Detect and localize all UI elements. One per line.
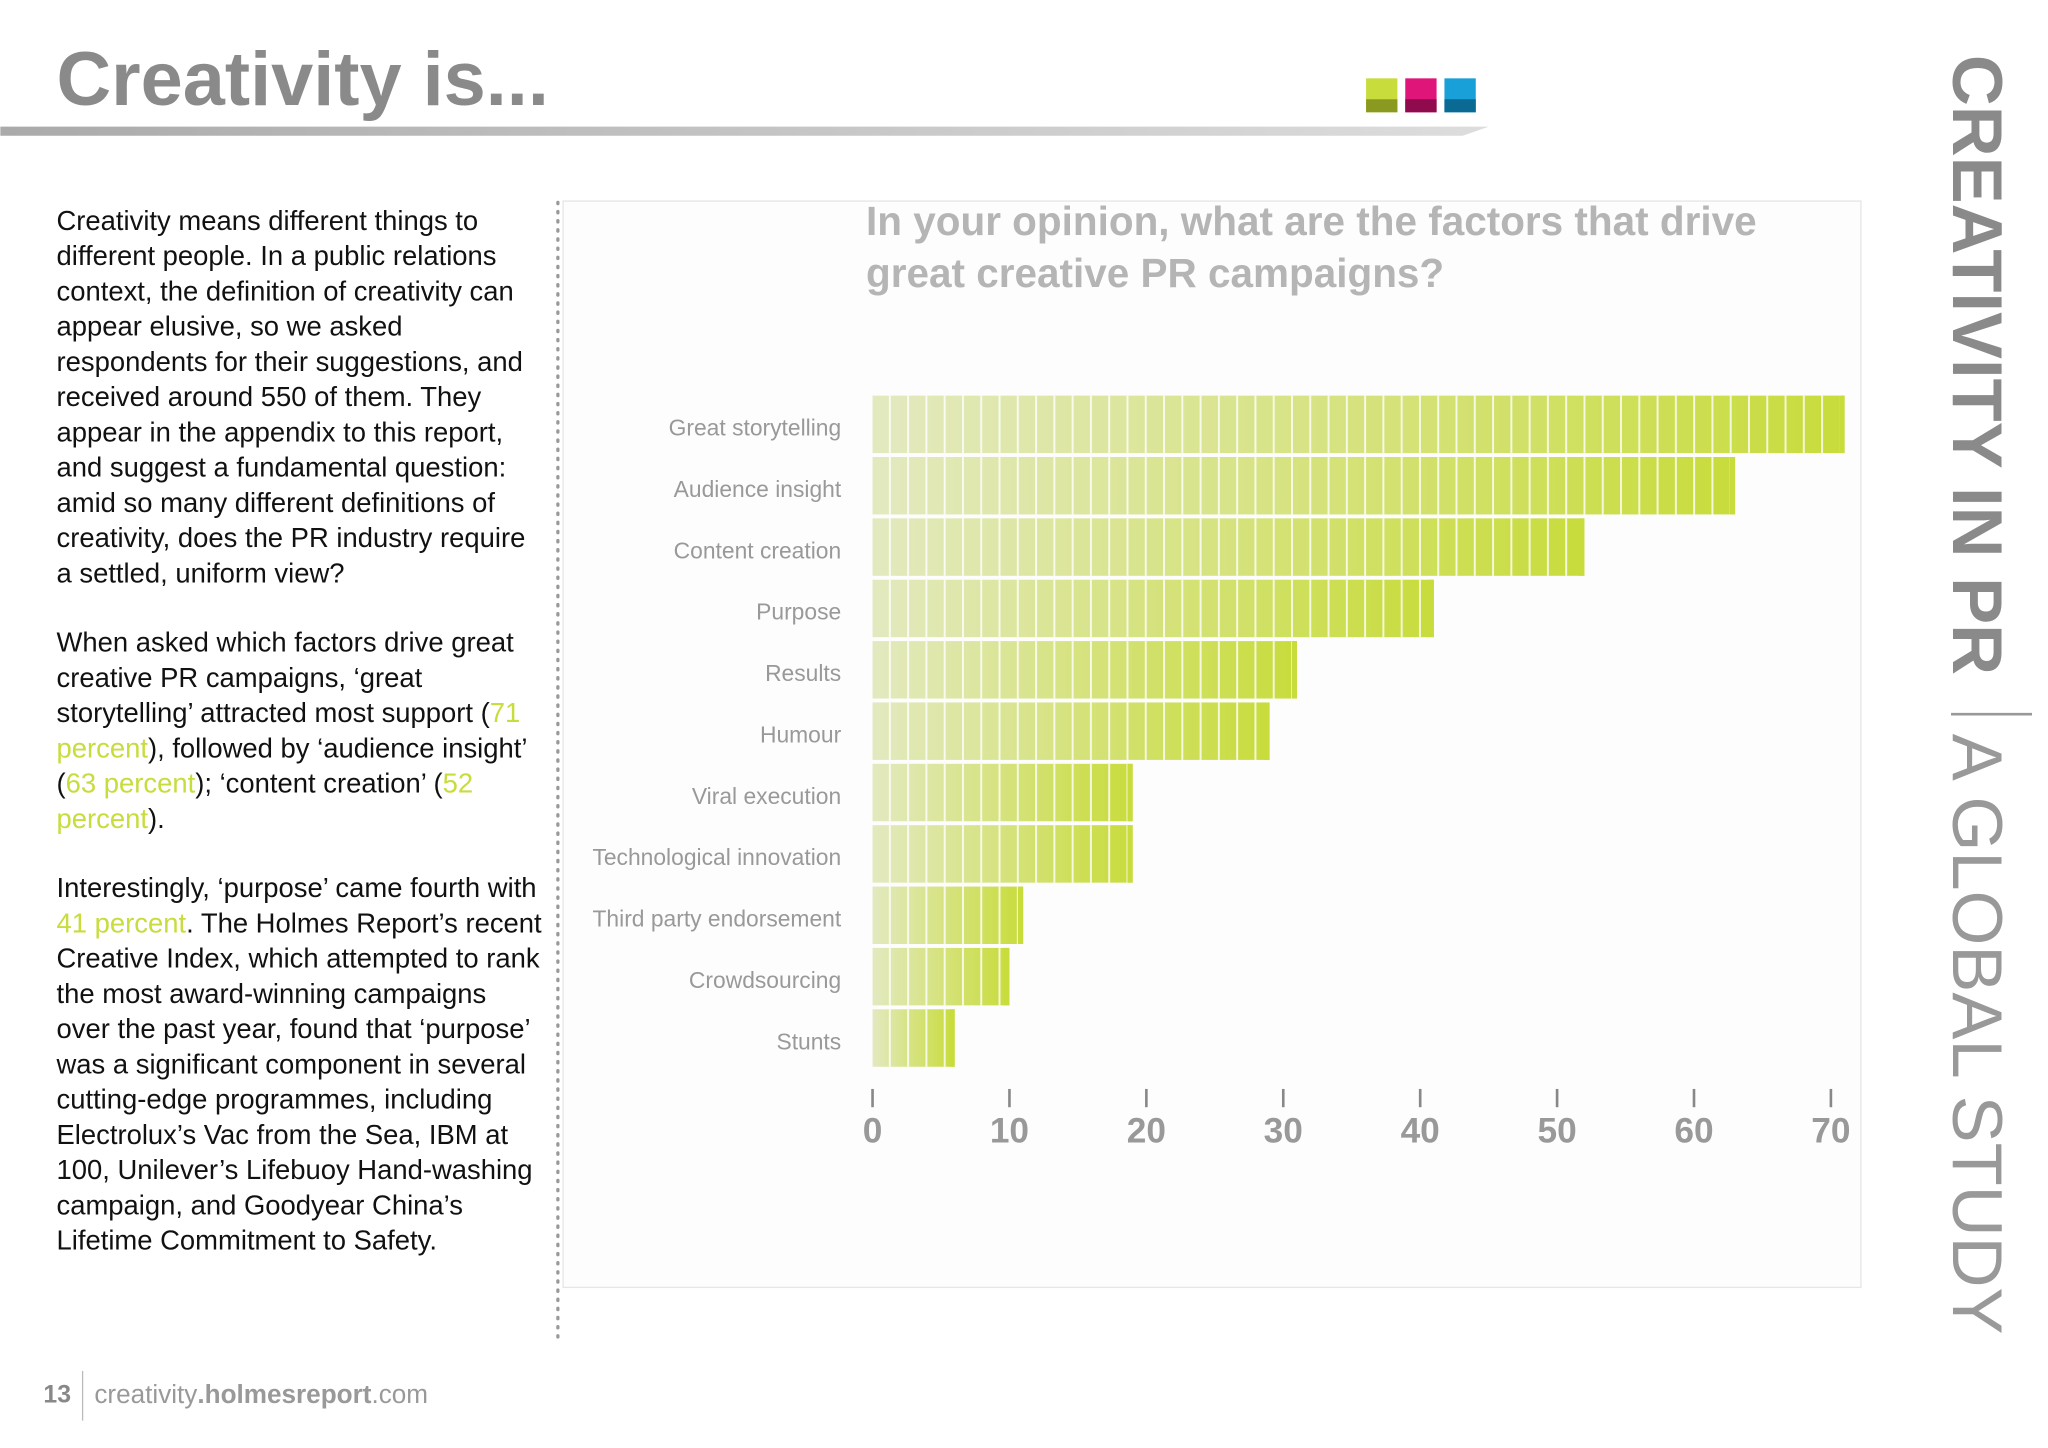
bar-stripes [872, 456, 1736, 515]
side-banner: CREATIVITY IN PR A GLOBAL STUDY [1938, 55, 2032, 1335]
bar-stripes [872, 395, 1845, 454]
x-tick-label: 0 [863, 1112, 883, 1151]
bar-end [1127, 825, 1133, 883]
bar-end [949, 1009, 955, 1067]
highlight: 41 percent [56, 908, 187, 939]
bar-stripes [872, 579, 1434, 638]
x-tick-label: 20 [1127, 1112, 1166, 1151]
page-number: 13 [43, 1381, 71, 1408]
chart: 0 10 20 30 40 50 60 70 Great storytelling Audienc… [592, 395, 1851, 1151]
paragraph: Interestingly, ‘purpose’ came fourth wit… [56, 871, 542, 1259]
bar-end [1428, 579, 1434, 638]
y-tick-label: Technological innovation [592, 844, 841, 870]
paragraph: Creativity means different things to dif… [56, 204, 542, 592]
text-run: Creativity means different things to dif… [56, 206, 526, 589]
highlight: 63 percent [65, 769, 196, 800]
y-tick-label: Stunts [776, 1028, 841, 1054]
page-title: Creativity is... [56, 37, 548, 122]
text-run: ), followed by ‘audience insight’ ( [56, 733, 527, 800]
x-tick-label: 30 [1264, 1112, 1303, 1151]
x-tick-label: 10 [990, 1112, 1029, 1151]
x-tick-label: 40 [1401, 1112, 1440, 1151]
bar-end [1017, 886, 1024, 945]
body-text: Creativity means different things to dif… [56, 204, 542, 1259]
bar-end [1291, 641, 1297, 699]
text-run: When asked which factors drive great cre… [56, 628, 514, 729]
text-run: Interestingly, ‘purpose’ came fourth wit… [56, 873, 537, 904]
bar-stripes [872, 702, 1270, 760]
bar-end [1127, 763, 1133, 822]
y-tick-label: Audience insight [674, 476, 842, 502]
y-tick-label: Purpose [756, 599, 841, 625]
text-run: ). [147, 804, 165, 835]
chart-title: In your opinion, what are the factors th… [866, 198, 1757, 297]
side-subtitle: A GLOBAL STUDY [1938, 734, 2017, 1335]
bar-end [1264, 702, 1270, 760]
footer-site: creativity.holmesreport.com [94, 1379, 428, 1409]
site-part: .holmesreport [197, 1379, 371, 1409]
bar-stripes [872, 825, 1133, 883]
site-part: creativity [94, 1379, 197, 1409]
y-tick-label: Results [765, 660, 841, 686]
x-tick-label: 50 [1537, 1112, 1576, 1151]
text-run: ); ‘content creation’ ( [195, 769, 443, 800]
bar-stripes [872, 947, 1010, 1006]
bar-end [1729, 456, 1736, 515]
y-tick-label: Third party endorsement [593, 906, 842, 932]
bar-stripes [872, 763, 1133, 822]
bar-end [1839, 395, 1845, 454]
bar-stripes [872, 518, 1585, 576]
bar-stripes [872, 886, 1024, 945]
bar-stripes [872, 1009, 955, 1067]
y-tick-label: Viral execution [692, 783, 841, 809]
bar-end [1004, 947, 1010, 1006]
x-tick-label: 60 [1674, 1112, 1713, 1151]
text-run: . The Holmes Report’s recent Creative In… [56, 908, 542, 1257]
header-rule [0, 126, 1489, 136]
paragraph: When asked which factors drive great cre… [56, 625, 542, 837]
side-title: CREATIVITY IN PR [1938, 55, 2017, 675]
site-part: .com [371, 1379, 428, 1409]
highlight: 52 percent [56, 769, 474, 835]
x-tick-label: 70 [1811, 1112, 1850, 1151]
bar-end [1579, 518, 1585, 576]
y-tick-label: Crowdsourcing [689, 967, 841, 993]
highlight: 71 percent [56, 698, 521, 764]
cubes [1366, 78, 1476, 113]
y-tick-label: Humour [760, 721, 842, 747]
bar-stripes [872, 641, 1297, 699]
chart-title-box: In your opinion, what are the factors th… [866, 198, 1757, 297]
y-tick-label: Great storytelling [669, 415, 842, 441]
y-tick-label: Content creation [674, 537, 842, 563]
